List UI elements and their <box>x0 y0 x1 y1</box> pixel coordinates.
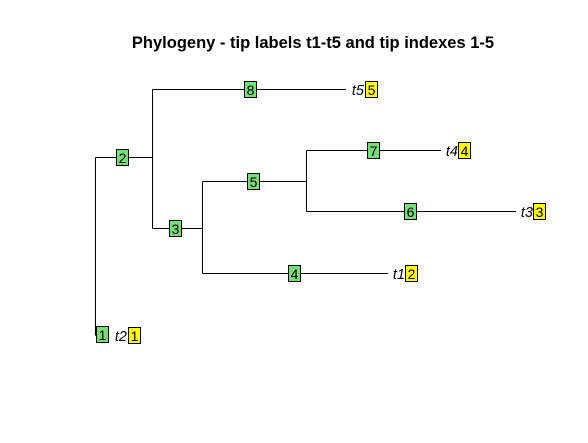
tip-label: t1 <box>393 267 405 283</box>
branches <box>95 89 516 336</box>
node-box-label: 3 <box>172 221 180 237</box>
node-box-4: 4 <box>288 265 301 282</box>
node-box-label: 5 <box>250 174 258 190</box>
tip-t2: t2 1 <box>115 327 141 345</box>
tip-label: t5 <box>352 83 365 99</box>
node-box-3: 3 <box>169 220 182 237</box>
node-box-label: 1 <box>99 327 107 343</box>
node-box-2: 2 <box>116 149 129 166</box>
tip-t4: t4 4 <box>446 142 471 160</box>
node-box-label: 8 <box>247 82 255 98</box>
tip-t1: t1 2 <box>393 265 418 283</box>
tip-index-label: 3 <box>536 204 544 220</box>
tip-index-label: 1 <box>131 328 139 344</box>
tip-label: t4 <box>446 144 458 160</box>
node-box-label: 4 <box>291 266 299 282</box>
tip-t5: t5 5 <box>352 81 378 99</box>
tip-index-label: 5 <box>368 82 376 98</box>
tip-label: t3 <box>521 205 533 221</box>
node-box-7: 7 <box>367 142 380 159</box>
diagram-title: Phylogeny - tip labels t1-t5 and tip ind… <box>132 34 494 52</box>
node-box-5: 5 <box>247 173 260 190</box>
node-box-8: 8 <box>244 81 257 98</box>
node-box-6: 6 <box>404 203 417 220</box>
node-boxes: 1 2 3 4 5 6 7 8 <box>96 81 417 343</box>
tip-index-label: 4 <box>461 143 469 159</box>
node-box-1: 1 <box>96 326 109 343</box>
node-box-label: 2 <box>119 150 127 166</box>
tip-index-label: 2 <box>408 266 416 282</box>
node-box-label: 6 <box>407 204 415 220</box>
tip-label: t2 <box>115 329 127 345</box>
node-box-label: 7 <box>370 143 378 159</box>
tip-t3: t3 3 <box>521 203 546 221</box>
tips: t5 5 t4 4 t3 3 t1 2 t2 1 <box>115 81 546 345</box>
